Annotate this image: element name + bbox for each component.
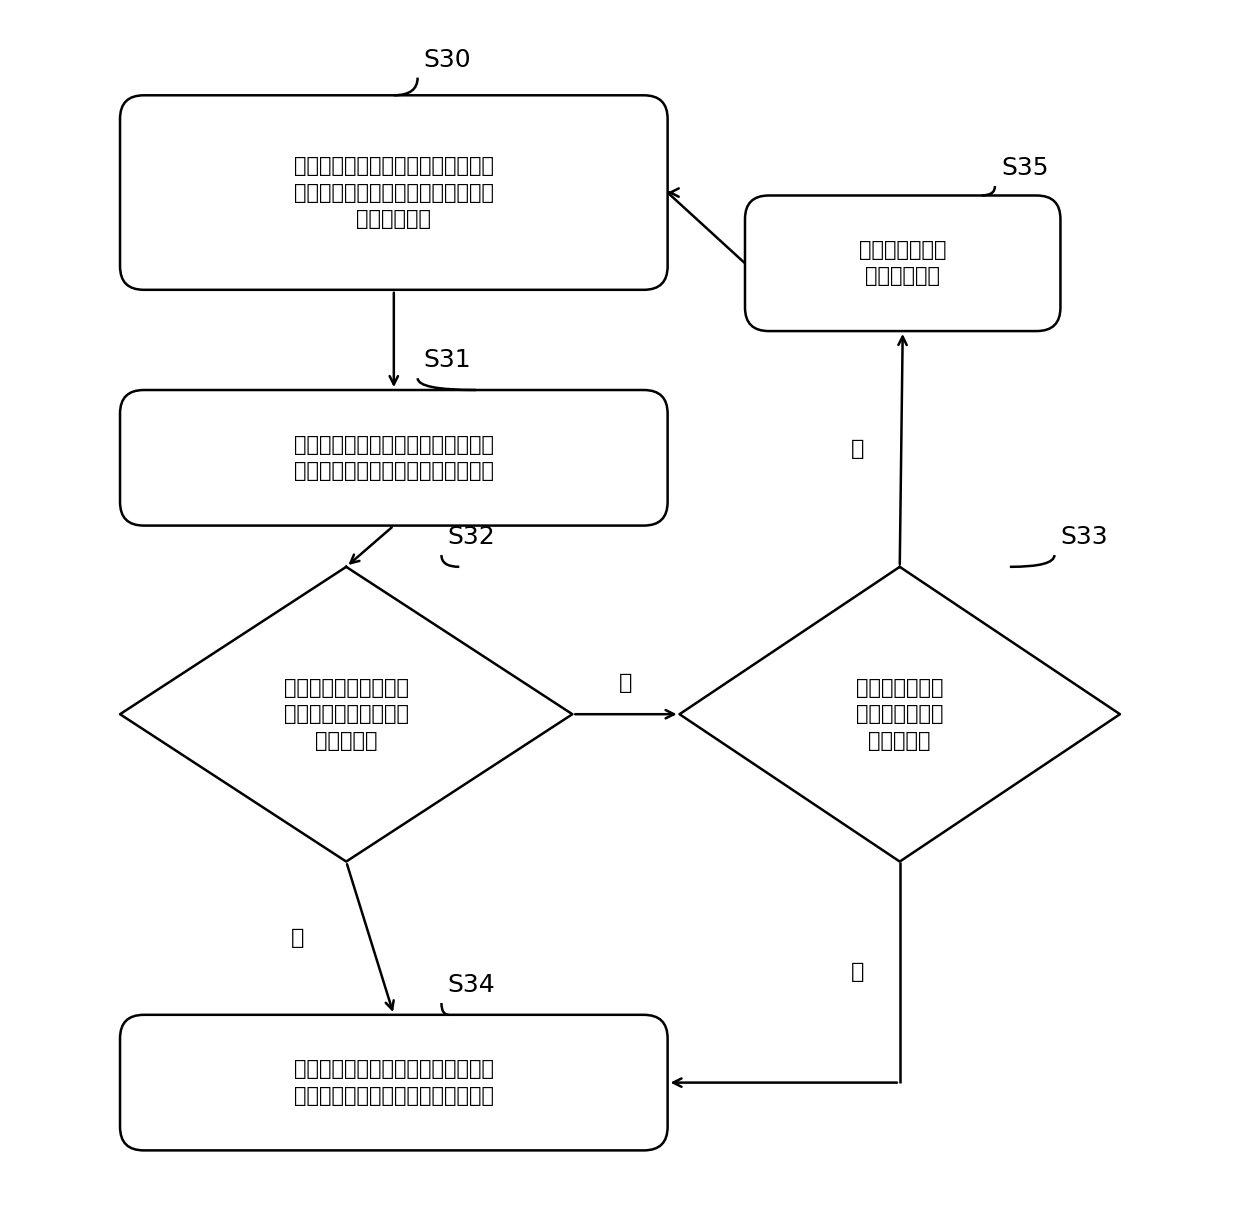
Text: 利用当前充电电流及当前输入电压，
计算得到当前负载调整率的相关值。: 利用当前充电电流及当前输入电压， 计算得到当前负载调整率的相关值。 xyxy=(294,435,494,481)
Text: S30: S30 xyxy=(424,48,471,71)
FancyBboxPatch shape xyxy=(120,1014,667,1151)
Polygon shape xyxy=(120,567,573,862)
Polygon shape xyxy=(680,567,1120,862)
Text: 否: 否 xyxy=(619,673,632,693)
FancyBboxPatch shape xyxy=(745,195,1060,332)
Text: 判断当前充电电
压是否小于设定
充电电压。: 判断当前充电电 压是否小于设定 充电电压。 xyxy=(856,678,944,750)
Text: 将当前充电电流减去设定步长后设置
为充电模块允许的最大充电电流值。: 将当前充电电流减去设定步长后设置 为充电模块允许的最大充电电流值。 xyxy=(294,1060,494,1105)
Text: 获取充电模块的当前充电电流及当前
输入电压，其中，充电电流以设定步
长逐步增加。: 获取充电模块的当前充电电流及当前 输入电压，其中，充电电流以设定步 长逐步增加。 xyxy=(294,156,494,228)
FancyBboxPatch shape xyxy=(120,96,667,290)
Text: 是: 是 xyxy=(851,962,864,982)
Text: 以设定步长增加
当前充电电流: 以设定步长增加 当前充电电流 xyxy=(859,241,946,286)
Text: 否: 否 xyxy=(851,438,864,459)
FancyBboxPatch shape xyxy=(120,391,667,526)
Text: S34: S34 xyxy=(448,973,495,997)
Text: 是: 是 xyxy=(291,928,305,948)
Text: S32: S32 xyxy=(448,526,495,549)
Text: S31: S31 xyxy=(424,349,471,372)
Text: 判断当前负载调整率的
相关值是否大于第一参
考相关值。: 判断当前负载调整率的 相关值是否大于第一参 考相关值。 xyxy=(284,678,409,750)
Text: S33: S33 xyxy=(1060,526,1109,549)
Text: S35: S35 xyxy=(1001,156,1049,181)
